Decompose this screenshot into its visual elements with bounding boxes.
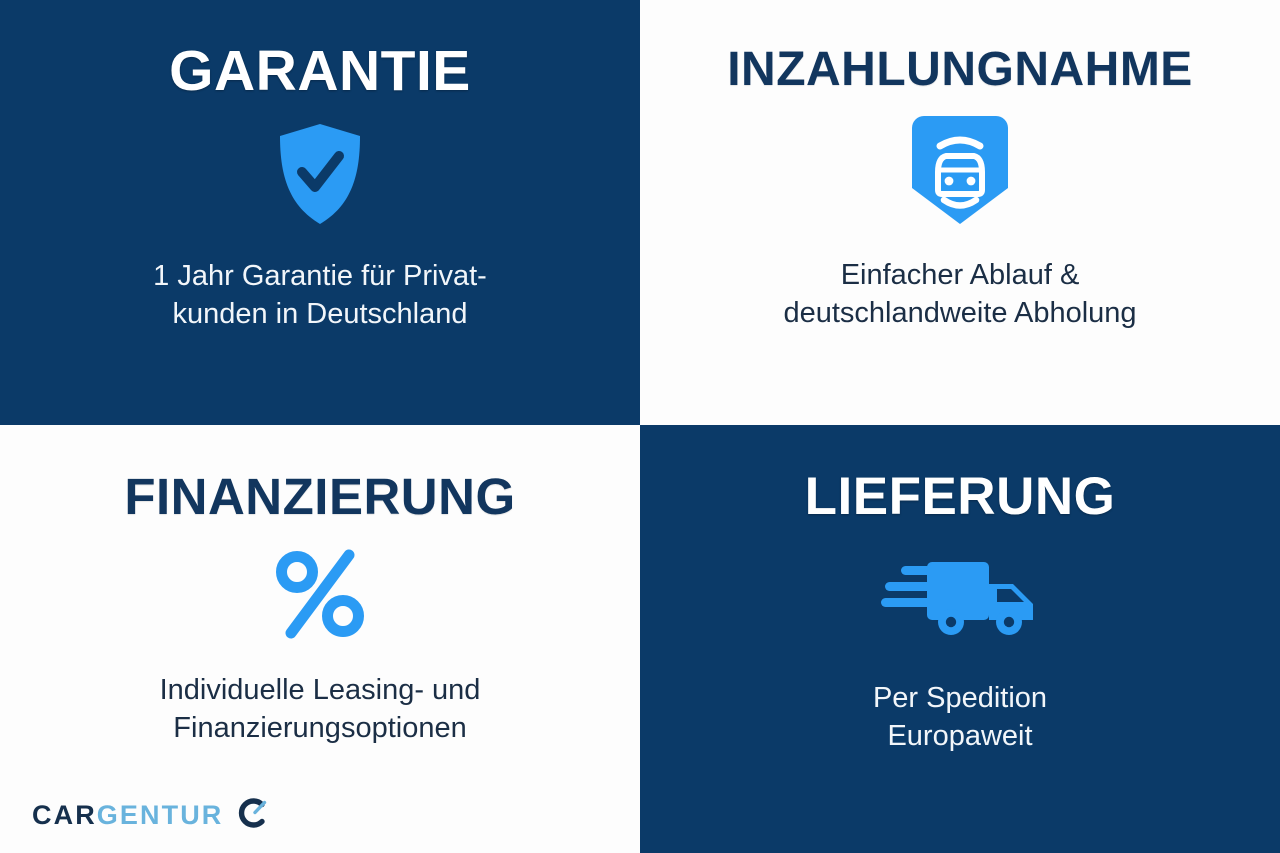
benefit-description-line: deutschlandweite Abholung	[783, 296, 1137, 329]
benefit-description-line: 1 Jahr Garantie für Privat-	[153, 260, 487, 292]
percent-icon	[270, 548, 370, 640]
benefit-title-finanzierung: FINANZIERUNG	[124, 468, 516, 525]
brand-wordmark-prefix: CAR	[32, 800, 97, 830]
delivery-truck-icon	[881, 558, 1039, 640]
benefit-description-inzahlungnahme: Einfacher Ablauf & deutschlandweite Abho…	[700, 257, 1220, 332]
benefit-title-inzahlungnahme: INZAHLUNGNAHME	[727, 43, 1193, 96]
benefit-card-lieferung: LIEFERUNG Per Spedition	[640, 425, 1280, 853]
benefit-card-inzahlungnahme: INZAHLUNGNAHME Einfacher Ablauf & deutsc…	[640, 0, 1280, 425]
brand-logo: CARGENTUR	[32, 796, 268, 835]
benefit-description-line: Einfacher Ablauf &	[840, 259, 1080, 291]
benefit-card-finanzierung: FINANZIERUNG Individuelle Leasing- und F…	[0, 425, 640, 853]
benefit-description-line: Per Spedition	[872, 682, 1048, 714]
benefit-description-garantie: 1 Jahr Garantie für Privat- kunden in De…	[90, 258, 550, 333]
benefit-description-lieferung: Per Spedition Europaweit	[740, 680, 1180, 755]
benefit-title-lieferung: LIEFERUNG	[804, 467, 1116, 526]
benefit-description-finanzierung: Individuelle Leasing- und Finanzierungso…	[70, 672, 570, 747]
benefit-description-line: Finanzierungsoptionen	[173, 711, 467, 744]
benefit-description-line: kunden in Deutschland	[172, 297, 468, 330]
brand-wordmark: CARGENTUR	[32, 802, 223, 829]
c-swoosh-icon	[236, 796, 268, 835]
car-badge-icon	[912, 116, 1008, 224]
benefit-card-garantie: GARANTIE 1 Jahr Garantie für Privat- kun…	[0, 0, 640, 425]
benefit-description-line: Individuelle Leasing- und	[159, 674, 481, 706]
benefit-title-garantie: GARANTIE	[169, 39, 471, 103]
benefit-description-line: Europaweit	[887, 719, 1033, 752]
shield-check-icon	[276, 122, 364, 226]
brand-wordmark-suffix: GENTUR	[96, 800, 224, 830]
